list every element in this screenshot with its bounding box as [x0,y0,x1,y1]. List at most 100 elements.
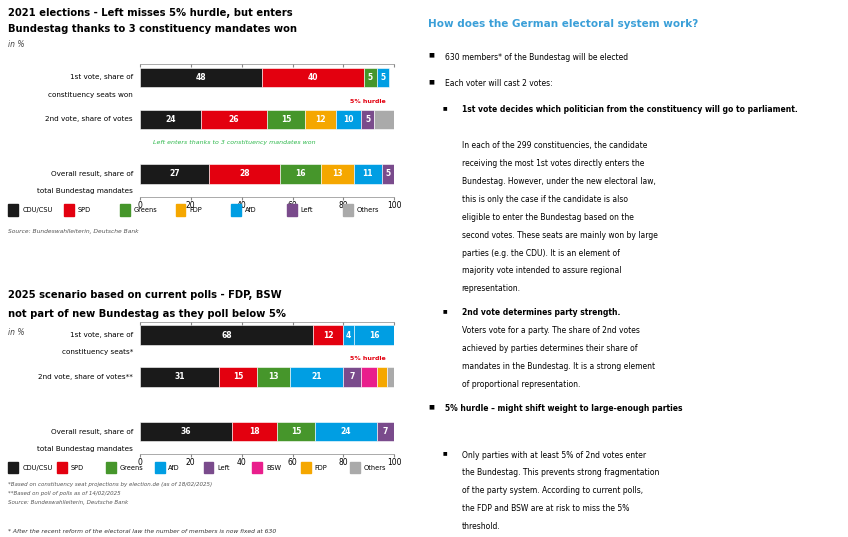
Bar [176,205,186,216]
Text: In each of the 299 constituencies, the candidate: In each of the 299 constituencies, the c… [461,141,647,150]
Text: constituency seats won: constituency seats won [48,92,133,98]
Text: 28: 28 [239,170,249,178]
Text: 27: 27 [169,170,180,178]
Text: 21: 21 [311,373,322,381]
Bar [201,110,267,129]
Text: SPD: SPD [71,465,84,471]
Bar [387,367,394,387]
Text: ■: ■ [443,308,448,314]
Text: 630 members* of the Bundestag will be elected: 630 members* of the Bundestag will be el… [445,53,628,62]
Text: 16: 16 [295,170,305,178]
Text: 1st vote, share of: 1st vote, share of [70,332,133,338]
Text: in %: in % [8,40,25,49]
Bar [290,367,343,387]
Bar [106,462,115,474]
Text: Others: Others [356,207,379,213]
Bar [277,422,315,441]
Text: 5% hurdle: 5% hurdle [350,357,386,361]
Text: Greens: Greens [134,207,158,213]
Text: 2nd vote, share of votes: 2nd vote, share of votes [46,116,133,122]
Text: 26: 26 [229,115,239,124]
Bar [262,68,364,87]
Bar [382,164,394,184]
Bar [140,110,201,129]
Bar [287,205,297,216]
Text: Overall result, share of: Overall result, share of [51,171,133,177]
Text: 13: 13 [332,170,343,178]
Text: 15: 15 [291,427,302,436]
Bar [204,462,214,474]
Text: Bundestag thanks to 3 constituency mandates won: Bundestag thanks to 3 constituency manda… [8,24,298,34]
Bar [364,68,377,87]
Text: second votes. These seats are mainly won by large: second votes. These seats are mainly won… [461,230,657,240]
Text: 16: 16 [369,331,379,339]
Text: Source: Bundeswahlleiterin, Deutsche Bank: Source: Bundeswahlleiterin, Deutsche Ban… [8,229,139,234]
Text: this is only the case if the candidate is also: this is only the case if the candidate i… [461,195,628,204]
Text: Overall result, share of: Overall result, share of [51,429,133,435]
Text: How does the German electoral system work?: How does the German electoral system wor… [428,19,699,28]
Text: total Bundestag mandates: total Bundestag mandates [37,446,133,452]
Text: 15: 15 [281,115,292,124]
Bar [377,68,389,87]
Text: 5: 5 [380,73,386,82]
Text: 1st vote, share of: 1st vote, share of [70,74,133,81]
Text: Left: Left [217,465,230,471]
Bar [361,367,377,387]
Bar [8,205,19,216]
Text: Only parties with at least 5% of 2nd votes enter: Only parties with at least 5% of 2nd vot… [461,451,646,460]
Bar [232,422,277,441]
Text: 4: 4 [346,331,351,339]
Text: **Based on poll of polls as of 14/02/2025: **Based on poll of polls as of 14/02/202… [8,491,121,496]
Text: 13: 13 [268,373,279,381]
Text: 11: 11 [362,170,373,178]
Text: receiving the most 1st votes directly enters the: receiving the most 1st votes directly en… [461,159,644,168]
Text: ■: ■ [443,451,448,455]
Text: 7: 7 [382,427,388,436]
Text: threshold.: threshold. [461,522,500,531]
Text: AfD: AfD [245,207,257,213]
Text: 2nd vote, share of votes**: 2nd vote, share of votes** [38,374,133,380]
Text: 5% hurdle – might shift weight to large-enough parties: 5% hurdle – might shift weight to large-… [445,404,683,413]
Bar [336,110,361,129]
Text: AfD: AfD [169,465,180,471]
Text: 12: 12 [323,331,333,339]
Text: 2025 scenario based on current polls - FDP, BSW: 2025 scenario based on current polls - F… [8,290,282,300]
Text: CDU/CSU: CDU/CSU [22,465,53,471]
Text: 18: 18 [249,427,259,436]
Text: Others: Others [364,465,386,471]
Text: of proportional representation.: of proportional representation. [461,380,580,389]
Text: not part of new Bundestag as they poll below 5%: not part of new Bundestag as they poll b… [8,309,287,319]
Text: 36: 36 [181,427,191,436]
Bar [257,367,290,387]
Text: FDP: FDP [189,207,202,213]
Text: 2nd vote determines party strength.: 2nd vote determines party strength. [461,308,620,317]
Text: 7: 7 [349,373,355,381]
Bar [321,164,354,184]
Bar [343,205,353,216]
Text: the Bundestag. This prevents strong fragmentation: the Bundestag. This prevents strong frag… [461,468,659,477]
Text: ■: ■ [428,404,434,409]
Text: ■: ■ [428,79,434,84]
Text: 15: 15 [232,373,243,381]
Text: 24: 24 [165,115,176,124]
Bar [140,422,232,441]
Text: *Based on constituency seat projections by election.de (as of 18/02/2025): *Based on constituency seat projections … [8,482,213,488]
Text: majority vote intended to assure regional: majority vote intended to assure regiona… [461,266,622,275]
Text: 5: 5 [367,73,373,82]
Text: Greens: Greens [120,465,143,471]
Bar [361,110,374,129]
Text: 1st vote decides which politician from the constituency will go to parliament.: 1st vote decides which politician from t… [461,105,797,114]
Bar [209,164,280,184]
Bar [140,68,262,87]
Text: of the party system. According to current polls,: of the party system. According to curren… [461,487,643,495]
Bar [305,110,336,129]
Text: Bundestag. However, under the new electoral law,: Bundestag. However, under the new electo… [461,177,656,186]
Bar [219,367,257,387]
Bar [343,325,354,345]
Text: parties (e.g. the CDU). It is an element of: parties (e.g. the CDU). It is an element… [461,249,620,258]
Text: 5: 5 [365,115,371,124]
Text: 48: 48 [196,73,206,82]
Bar [154,462,165,474]
Bar [267,110,305,129]
Text: 68: 68 [221,331,232,339]
